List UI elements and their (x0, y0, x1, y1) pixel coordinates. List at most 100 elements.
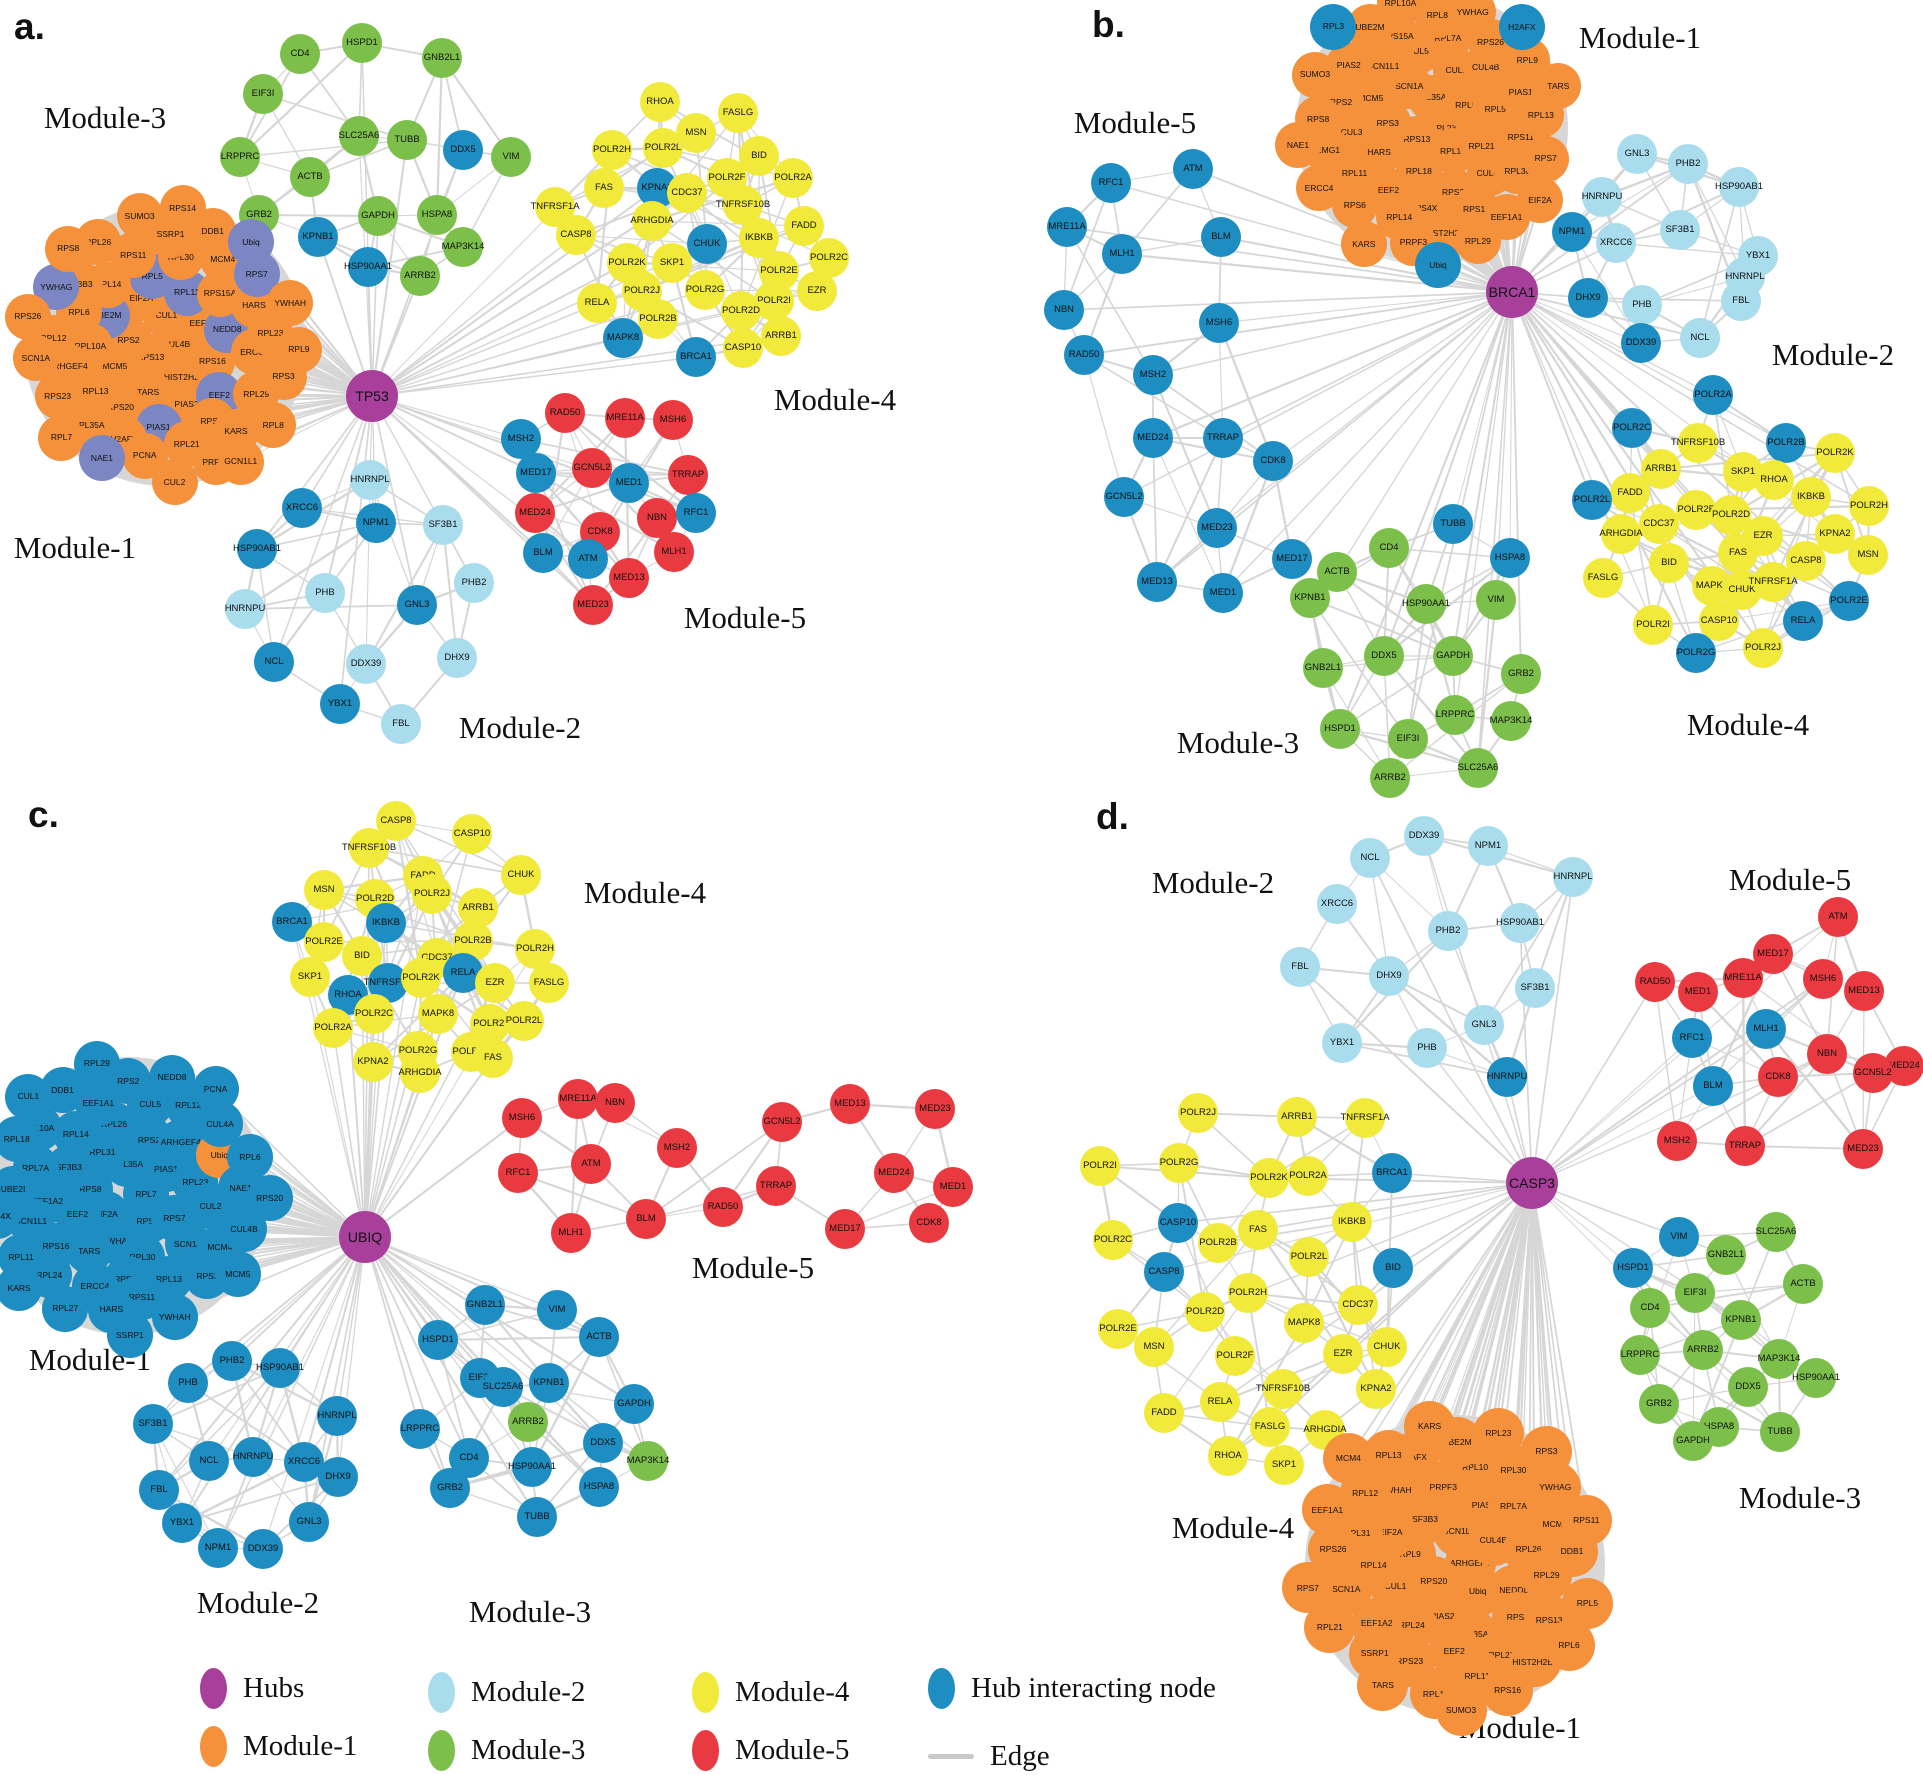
network-node-polr2g: POLR2G (1676, 633, 1716, 673)
node-label: CDC37 (671, 187, 703, 199)
node-label: GCN1L1 (1366, 60, 1400, 71)
node-label: POLR2K (608, 257, 646, 269)
node-label: POLR2E (1099, 1323, 1137, 1335)
node-label: TNFRSF10B (715, 199, 771, 211)
network-node-rpl3: RPL3 (1310, 3, 1357, 50)
node-label: BID (1661, 557, 1677, 569)
network-node-hsp90ab1: HSP90AB1 (1715, 167, 1763, 207)
node-label: EEF1A1 (82, 1097, 115, 1108)
network-node-atm: ATM (571, 1144, 611, 1184)
node-label: NEDD8 (212, 324, 242, 335)
node-label: DHX9 (325, 1471, 351, 1483)
network-node-actb: ACTB (579, 1317, 619, 1357)
network-node-slc25a6: SLC25A6 (1458, 748, 1498, 788)
network-node-rpl29: RPL29 (1454, 218, 1501, 265)
module-label: Module-4 (773, 382, 897, 417)
module-label: Module-3 (468, 1594, 592, 1629)
network-node-actb: ACTB (1783, 1264, 1823, 1304)
node-label: GNL3 (404, 599, 430, 611)
network-node-gapdh: GAPDH (358, 196, 398, 236)
node-label: RELA (584, 297, 610, 309)
node-label: MSH6 (659, 414, 687, 426)
node-label: HSPD1 (1617, 1262, 1649, 1274)
network-node-blm: BLM (523, 533, 563, 573)
network-node-mlh1: MLH1 (551, 1213, 591, 1253)
node-label: CUL4B (1479, 1535, 1508, 1546)
node-label: VIM (1487, 594, 1505, 606)
network-node-cdc37: CDC37 (1639, 504, 1679, 544)
node-label: HARS (99, 1304, 124, 1315)
node-label: YBX1 (327, 698, 353, 710)
network-node-faslg: FASLG (1583, 558, 1623, 598)
network-node-fadd: FADD (784, 206, 824, 246)
node-label: RPS20 (1420, 1575, 1448, 1586)
network-node-hnrnpl: HNRNPL (317, 1396, 357, 1436)
node-label: PCNA (203, 1084, 228, 1095)
node-label: RPS3 (1535, 1446, 1558, 1457)
node-label: MLH1 (661, 546, 687, 558)
network-node-msh2: MSH2 (501, 419, 541, 459)
network-node-ddx5: DDX5 (1728, 1367, 1768, 1407)
network-node-mapk8: MAPK8 (603, 318, 643, 358)
module-label: Module-4 (1686, 707, 1810, 742)
node-label: POLR2C (354, 1008, 393, 1020)
node-label: RPL12 (40, 333, 67, 344)
node-label: YWHAH (1379, 1484, 1412, 1495)
network-node-kars: KARS (1404, 1401, 1456, 1453)
network-node-dhx9: DHX9 (437, 638, 477, 678)
node-label: EZR (485, 977, 505, 989)
module-label: Module-4 (583, 875, 707, 910)
network-node-gcn5l2: GCN5L2 (1104, 477, 1144, 517)
module-label: Module-3 (1176, 725, 1300, 760)
node-label: RPS2 (1329, 96, 1353, 107)
node-label: CUL5 (1407, 45, 1429, 56)
node-label: KPNA2 (357, 1056, 389, 1068)
network-node-rhoa: RHOA (640, 82, 680, 122)
network-node-fas: FAS (584, 168, 624, 208)
node-label: MLH1 (1109, 248, 1135, 260)
node-label: DDX5 (590, 1437, 616, 1449)
node-label: KPNB1 (533, 1377, 565, 1389)
network-node-cd4: CD4 (1369, 528, 1409, 568)
network-node-mcm5: MCM5 (214, 1251, 261, 1298)
network-node-cul1: CUL1 (5, 1073, 52, 1120)
node-label: ERCC4 (80, 1280, 110, 1291)
node-label: RPL11 (1341, 168, 1368, 179)
node-label: CASP10 (1159, 1217, 1197, 1229)
module-label: Module-5 (691, 1250, 815, 1285)
node-label: DDX5 (450, 144, 476, 156)
node-label: SSRP1 (115, 1329, 144, 1340)
node-label: EEF2 (1377, 185, 1400, 196)
node-label: POLR2G (1159, 1157, 1199, 1169)
node-label: RPL35A (72, 420, 105, 431)
node-label: POLR2F (452, 1046, 490, 1058)
node-label: RPL12 (1352, 1488, 1379, 1499)
network-node-arrb2: ARRB2 (400, 256, 440, 296)
node-label: PRPF3 (1399, 237, 1428, 248)
node-label: RPS2 (1506, 1612, 1529, 1623)
node-label: MSN (685, 127, 707, 139)
node-label: MAP3K14 (441, 241, 485, 253)
node-label: POLR2L (644, 142, 682, 154)
node-label: NAE1 (229, 1182, 252, 1193)
network-node-gcn5l2: GCN5L2 (572, 448, 612, 488)
node-label: PHB (1417, 1042, 1437, 1054)
hub-node-casp3: CASP3 (1506, 1157, 1558, 1209)
network-node-fas: FAS (1718, 533, 1758, 573)
network-node-polr2e: POLR2E (1829, 581, 1869, 621)
node-label: HNRNPU (1581, 191, 1623, 203)
network-node-med13: MED13 (1137, 562, 1177, 602)
node-label: RPS14 (169, 203, 197, 214)
network-node-ercc4: ERCC4 (1296, 165, 1342, 212)
network-node-msh2: MSH2 (1657, 1121, 1697, 1161)
node-label: GRB2 (246, 209, 272, 221)
node-label: CUL4A (1476, 168, 1504, 179)
node-label: MAPK8 (1695, 580, 1729, 592)
network-node-polr2l: POLR2L (1289, 1237, 1329, 1277)
node-label: EIF2A (1528, 195, 1552, 206)
network-node-sumo3: SUMO3 (1291, 51, 1338, 98)
node-label: EEF1A2 (31, 1196, 64, 1207)
network-node-map3k14: MAP3K14 (627, 1441, 669, 1481)
node-label: POLR2E (305, 936, 343, 948)
node-label: RPL7A (1434, 33, 1462, 44)
